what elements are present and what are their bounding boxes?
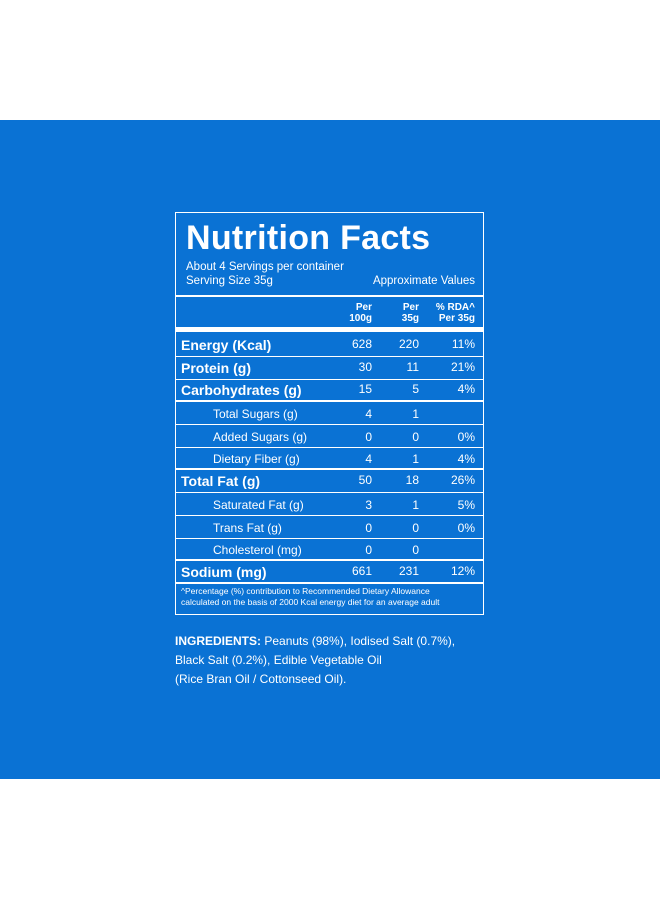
header-per-35g: Per 35g [401, 302, 419, 324]
approximate-values: Approximate Values [372, 275, 475, 287]
value-per-100g: 0 [365, 521, 372, 535]
nutrient-name: Total Fat (g) [181, 473, 261, 489]
value-per-100g: 4 [365, 452, 372, 466]
nutrient-name: Carbohydrates (g) [181, 382, 302, 398]
nutrient-row: Saturated Fat (g) 3 1 5% [176, 493, 483, 516]
value-per-35g: 0 [412, 430, 419, 444]
value-per-35g: 1 [412, 407, 419, 421]
nutrient-name: Cholesterol (mg) [213, 543, 302, 557]
value-per-35g: 5 [412, 382, 419, 396]
value-per-35g: 0 [412, 521, 419, 535]
nutrient-name: Total Sugars (g) [213, 407, 298, 421]
row-divider [176, 399, 483, 402]
value-per-100g: 0 [365, 543, 372, 557]
row-divider [176, 558, 483, 561]
value-rda: 12% [450, 564, 475, 578]
rda-footnote: ^Percentage (%) contribution to Recommen… [181, 586, 440, 607]
nutrient-name: Dietary Fiber (g) [213, 452, 300, 466]
value-rda: 11% [451, 337, 475, 351]
row-divider [176, 514, 483, 516]
nutrient-row: Added Sugars (g) 0 0 0% [176, 425, 483, 448]
divider [176, 295, 483, 297]
background-panel [0, 120, 660, 779]
row-divider [176, 537, 483, 539]
header-rda: % RDA^ Per 35g [435, 302, 475, 324]
value-per-100g: 50 [358, 473, 372, 487]
ingredients-line-2: Black Salt (0.2%), Edible Vegetable Oil [175, 653, 382, 667]
row-divider [176, 491, 483, 493]
value-per-35g: 1 [412, 452, 419, 466]
nutrient-name: Sodium (mg) [181, 564, 267, 580]
value-per-100g: 4 [365, 407, 372, 421]
ingredients-heading: INGREDIENTS: [175, 634, 262, 648]
nutrient-row: Cholesterol (mg) 0 0 [176, 538, 483, 561]
nutrient-row: Protein (g) 30 11 21% [176, 357, 483, 380]
ingredients-line-3: (Rice Bran Oil / Cottonseed Oil). [175, 672, 347, 686]
row-divider [176, 378, 483, 380]
value-per-35g: 0 [412, 543, 419, 557]
nutrient-name: Added Sugars (g) [213, 430, 308, 444]
nutrition-facts-label: Nutrition Facts About 4 Servings per con… [175, 212, 484, 615]
value-rda: 5% [457, 498, 475, 512]
nutrient-name: Saturated Fat (g) [213, 498, 304, 512]
row-divider [176, 467, 483, 470]
nutrient-row: Trans Fat (g) 0 0 0% [176, 516, 483, 539]
value-per-35g: 11 [406, 360, 419, 374]
value-per-100g: 3 [365, 498, 372, 512]
nutrient-row: Energy (Kcal) 628 220 11% [176, 334, 483, 357]
nutrient-row: Total Fat (g) 50 18 26% [176, 470, 483, 493]
header-per-100g: Per 100g [349, 302, 372, 324]
nutrition-title: Nutrition Facts [186, 219, 431, 257]
value-per-35g: 18 [405, 473, 419, 487]
serving-size: Serving Size 35g [186, 275, 273, 287]
row-divider [176, 423, 483, 425]
nutrient-name: Energy (Kcal) [181, 337, 272, 353]
value-per-100g: 628 [351, 337, 372, 351]
value-per-35g: 231 [398, 564, 419, 578]
nutrient-row: Dietary Fiber (g) 4 1 4% [176, 447, 483, 470]
row-divider [176, 446, 483, 448]
value-per-100g: 30 [358, 360, 372, 374]
nutrient-row: Total Sugars (g) 4 1 [176, 402, 483, 425]
value-per-100g: 15 [358, 382, 372, 396]
value-per-100g: 0 [365, 430, 372, 444]
value-per-35g: 220 [398, 337, 419, 351]
value-per-100g: 661 [351, 564, 372, 578]
value-rda: 4% [457, 452, 475, 466]
row-divider [176, 355, 483, 357]
value-rda: 21% [450, 360, 475, 374]
nutrient-row: Sodium (mg) 661 231 12% [176, 561, 483, 584]
nutrient-name: Trans Fat (g) [213, 521, 282, 535]
value-rda: 4% [457, 382, 475, 396]
value-rda: 0% [457, 521, 475, 535]
value-rda: 0% [457, 430, 475, 444]
ingredients-section: INGREDIENTS: Peanuts (98%), Iodised Salt… [175, 632, 455, 689]
row-divider [176, 581, 483, 584]
value-per-35g: 1 [412, 498, 419, 512]
servings-per-container: About 4 Servings per container [186, 261, 344, 273]
nutrient-name: Protein (g) [181, 360, 251, 376]
thick-divider [176, 327, 483, 332]
ingredients-line-1: INGREDIENTS: Peanuts (98%), Iodised Salt… [175, 634, 456, 648]
nutrient-row: Carbohydrates (g) 15 5 4% [176, 379, 483, 402]
value-rda: 26% [450, 473, 475, 487]
